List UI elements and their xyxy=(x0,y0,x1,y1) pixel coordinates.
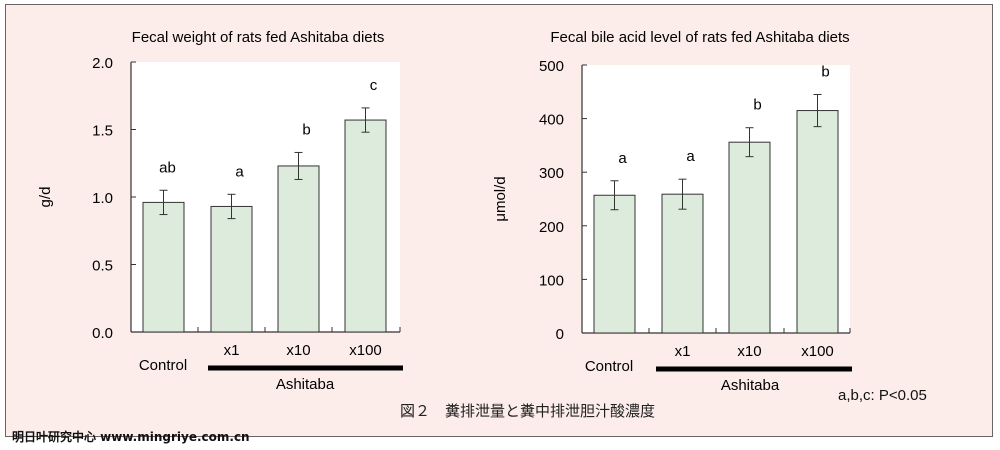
y-tick-label: 0.5 xyxy=(92,258,113,275)
x-tick-label-control: Control xyxy=(139,357,187,374)
y-tick-label: 400 xyxy=(539,112,564,129)
y-axis-label: μmol/d xyxy=(492,176,509,221)
significance-letter: b xyxy=(821,63,829,80)
chart-title: Fecal bile acid level of rats fed Ashita… xyxy=(550,29,849,46)
x-tick-label-control: Control xyxy=(585,358,633,375)
x-tick-label: x100 xyxy=(349,342,382,359)
x-tick-label: x10 xyxy=(737,343,761,360)
group-label: Ashitaba xyxy=(721,377,780,394)
x-tick-label: x1 xyxy=(224,342,240,359)
y-tick-label: 200 xyxy=(539,219,564,236)
significance-letter: ab xyxy=(159,159,176,176)
y-tick-label: 500 xyxy=(539,58,564,75)
bar-x1 xyxy=(210,205,253,333)
bar-x100 xyxy=(796,110,839,334)
y-tick-label: 300 xyxy=(539,165,564,182)
y-axis-label: g/d xyxy=(37,187,54,208)
x-tick-label: x1 xyxy=(675,343,691,360)
significance-letter: b xyxy=(302,121,310,138)
y-tick-label: 100 xyxy=(539,272,564,289)
bar-x10 xyxy=(277,165,320,333)
significance-note: a,b,c: P<0.05 xyxy=(838,387,927,404)
x-tick-label: x10 xyxy=(286,342,310,359)
x-tick-label: x100 xyxy=(801,343,834,360)
bar-x100 xyxy=(344,119,387,333)
chart-2: Fecal bile acid level of rats fed Ashita… xyxy=(492,29,852,394)
y-tick-label: 1.0 xyxy=(92,190,113,207)
figure-caption: 図２ 糞排泄量と糞中排泄胆汁酸濃度 xyxy=(400,402,656,420)
y-tick-label: 1.5 xyxy=(92,123,113,140)
significance-letter: a xyxy=(686,148,695,165)
group-label: Ashitaba xyxy=(276,376,335,393)
footer-watermark: 明日叶研究中心 www.mingriye.com.cn xyxy=(12,430,250,444)
significance-letter: c xyxy=(370,77,378,94)
significance-letter: a xyxy=(235,163,244,180)
significance-letter: b xyxy=(753,97,761,114)
chart-1: Fecal weight of rats fed Ashitaba diets g… xyxy=(37,29,403,393)
chart-title: Fecal weight of rats fed Ashitaba diets xyxy=(132,29,385,46)
bar-x1 xyxy=(661,193,704,334)
y-tick-label: 0 xyxy=(556,326,564,343)
bar-control xyxy=(593,194,636,334)
bar-control xyxy=(142,201,185,333)
significance-letter: a xyxy=(618,150,627,167)
bar-x10 xyxy=(728,141,771,334)
y-tick-label: 2.0 xyxy=(92,55,113,72)
y-tick-label: 0.0 xyxy=(92,325,113,342)
